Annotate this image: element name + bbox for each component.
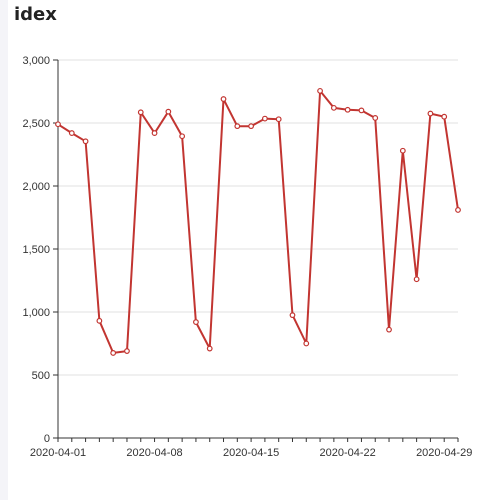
y-tick-label: 3,000 xyxy=(22,55,50,67)
data-point xyxy=(455,207,461,213)
y-tick-label: 0 xyxy=(44,433,50,445)
x-tick-label: 2020-04-01 xyxy=(30,447,86,459)
series-polyline xyxy=(57,89,459,354)
data-point xyxy=(151,130,158,136)
data-point xyxy=(275,116,282,123)
data-point xyxy=(344,106,351,113)
data-point xyxy=(317,87,323,94)
axes xyxy=(53,59,459,442)
series-line xyxy=(57,89,459,354)
data-point xyxy=(124,348,130,354)
y-tick-label: 2,500 xyxy=(22,118,50,130)
data-point xyxy=(372,115,379,121)
data-point xyxy=(96,317,103,324)
left-strip xyxy=(0,0,8,500)
data-point xyxy=(82,138,89,145)
data-point xyxy=(399,147,406,154)
data-point xyxy=(220,96,227,102)
data-points xyxy=(55,87,461,356)
data-point xyxy=(68,130,75,136)
data-point xyxy=(303,340,310,347)
y-tick-label: 1,000 xyxy=(22,307,50,319)
x-tick-label: 2020-04-29 xyxy=(416,447,472,459)
data-point xyxy=(137,109,144,116)
data-point xyxy=(289,312,296,319)
x-tick-label: 2020-04-22 xyxy=(320,447,376,459)
data-point xyxy=(427,110,434,117)
data-point xyxy=(206,345,213,352)
data-point xyxy=(386,326,392,333)
x-tick-label: 2020-04-15 xyxy=(223,447,279,459)
panel-title: idex xyxy=(14,4,57,25)
data-point xyxy=(179,133,186,140)
y-tick-label: 2,000 xyxy=(22,181,50,193)
y-tick-labels: 0 500 1,000 1,500 2,000 2,500 3,000 xyxy=(22,55,50,445)
data-point xyxy=(441,113,448,120)
y-tick-label: 1,500 xyxy=(22,244,50,256)
y-tick-label: 500 xyxy=(32,370,50,382)
data-point xyxy=(413,276,420,283)
data-point xyxy=(330,104,337,111)
data-point xyxy=(193,319,199,325)
data-point xyxy=(165,108,172,115)
data-point xyxy=(55,121,61,128)
x-tick-labels: 2020-04-01 2020-04-08 2020-04-15 2020-04-22… xyxy=(30,447,472,459)
data-point xyxy=(248,123,255,130)
data-point xyxy=(110,350,117,356)
data-point xyxy=(358,107,365,114)
data-point xyxy=(234,123,241,130)
x-tick-label: 2020-04-08 xyxy=(126,447,182,459)
data-point xyxy=(261,115,268,122)
